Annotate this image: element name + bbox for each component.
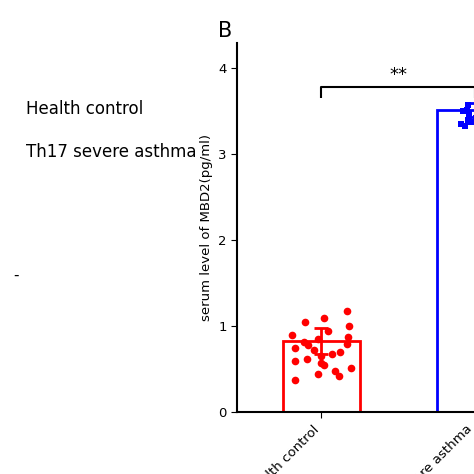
Text: B: B bbox=[218, 21, 232, 41]
Bar bbox=[437, 109, 474, 412]
Y-axis label: serum level of MBD2(pg/ml): serum level of MBD2(pg/ml) bbox=[200, 134, 212, 321]
Text: Health control: Health control bbox=[26, 100, 144, 118]
Bar bbox=[283, 341, 360, 412]
Text: **: ** bbox=[389, 66, 407, 84]
Text: Th17 severe asthma: Th17 severe asthma bbox=[26, 143, 197, 161]
Text: -: - bbox=[14, 267, 19, 283]
